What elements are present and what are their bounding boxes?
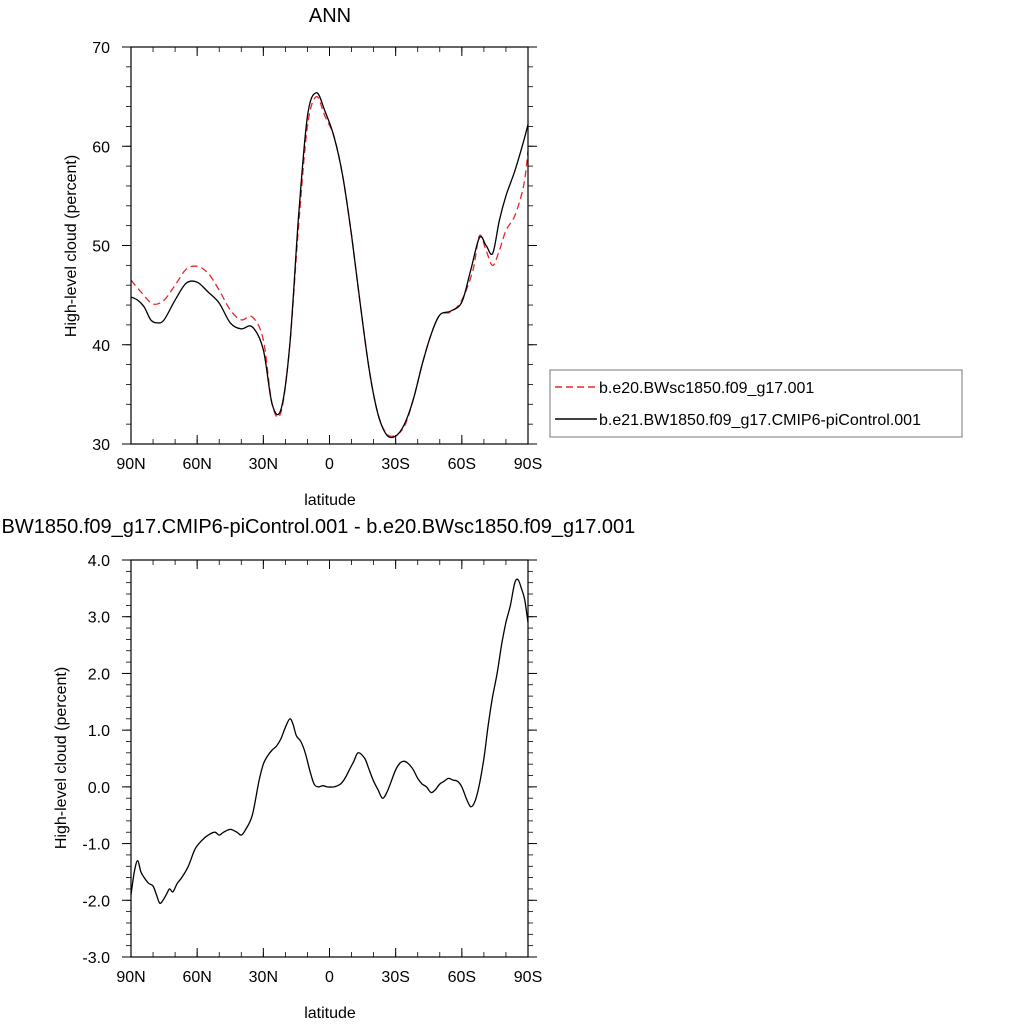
y-tick-label: 0.0	[88, 780, 110, 797]
legend-box	[549, 369, 963, 438]
x-tick-label: 0	[325, 456, 334, 473]
y-tick-label: 30	[92, 437, 110, 454]
x-tick-label: 30N	[249, 456, 278, 473]
x-tick-label: 60S	[448, 969, 476, 986]
y-tick-label: 50	[92, 239, 110, 256]
legend-entry-0: b.e20.BWsc1850.f09_g17.001	[599, 380, 814, 397]
series-lines	[130, 578, 529, 904]
x-tick-label: 90S	[514, 969, 542, 986]
plot-frame	[130, 559, 529, 958]
plot-frame	[130, 46, 529, 445]
chart-title: ANN	[309, 5, 351, 27]
axis-ticks: 90N 60N 30N 0 30S 60S 90S 30 40 50 60 70	[92, 40, 542, 473]
x-tick-label: 30S	[381, 969, 409, 986]
x-axis-label: latitude	[304, 1005, 356, 1022]
series-lines	[130, 92, 529, 439]
bottom-panel: .BW1850.f09_g17.CMIP6-piControl.001 - b.…	[0, 516, 635, 1022]
top-panel: ANN High-level cloud (percent) latitude …	[63, 5, 963, 509]
x-axis-label: latitude	[304, 492, 356, 509]
y-tick-label: 3.0	[88, 610, 110, 627]
legend-entry-1: b.e21.BW1850.f09_g17.CMIP6-piControl.001	[599, 412, 921, 429]
y-tick-label: 2.0	[88, 666, 110, 683]
y-tick-label: 70	[92, 40, 110, 57]
y-tick-label: -1.0	[82, 837, 110, 854]
y-tick-label: -3.0	[82, 950, 110, 967]
series-line-0	[130, 95, 529, 438]
x-tick-label: 30S	[381, 456, 409, 473]
x-tick-label: 90N	[116, 969, 145, 986]
chart-title: .BW1850.f09_g17.CMIP6-piControl.001 - b.…	[0, 516, 635, 538]
y-tick-label: 40	[92, 338, 110, 355]
y-axis-label: High-level cloud (percent)	[53, 667, 70, 849]
y-tick-label: 1.0	[88, 723, 110, 740]
x-tick-label: 60N	[182, 456, 211, 473]
x-tick-label: 90N	[116, 456, 145, 473]
x-tick-label: 60N	[182, 969, 211, 986]
x-tick-label: 30N	[249, 969, 278, 986]
x-tick-label: 60S	[448, 456, 476, 473]
y-axis-label: High-level cloud (percent)	[63, 155, 80, 337]
x-tick-label: 0	[325, 969, 334, 986]
x-tick-label: 90S	[514, 456, 542, 473]
legend: b.e20.BWsc1850.f09_g17.001 b.e21.BW1850.…	[549, 369, 963, 438]
y-tick-label: -2.0	[82, 893, 110, 910]
y-tick-label: 4.0	[88, 553, 110, 570]
y-tick-label: 60	[92, 139, 110, 156]
series-line-1	[130, 92, 529, 439]
series-line-0	[130, 578, 529, 904]
axis-ticks: 90N 60N 30N 0 30S 60S 90S -3.0 -2.0 -1.0 0.0 1.0 2.0…	[82, 553, 542, 986]
